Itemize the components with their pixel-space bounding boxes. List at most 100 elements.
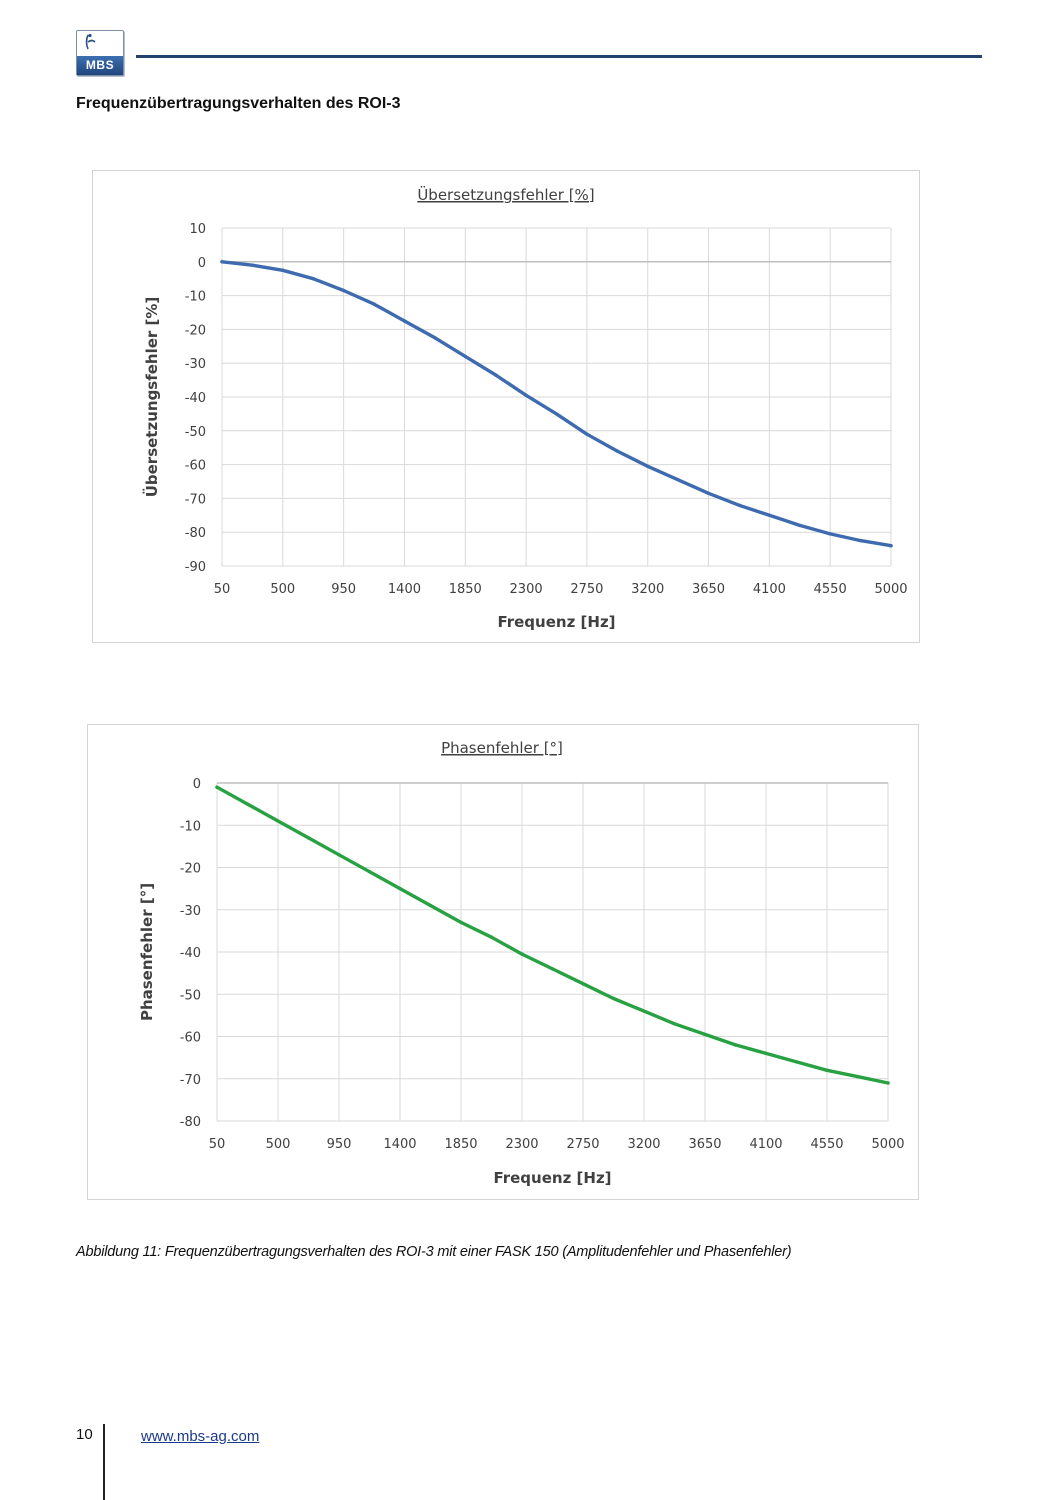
data-point [611, 996, 616, 1001]
data-point [858, 538, 863, 543]
data-point [220, 260, 224, 264]
page-heading: Frequenzübertragungsverhalten des ROI-3 [76, 95, 401, 112]
y-tick-label: 0 [198, 256, 206, 271]
data-point [311, 277, 315, 281]
x-tick-label: 2750 [570, 582, 603, 597]
y-tick-label: -60 [185, 459, 206, 474]
y-tick-label: -20 [185, 323, 206, 338]
x-tick-label: 950 [331, 582, 356, 597]
data-point [245, 802, 250, 806]
x-axis-label: Frequenz [Hz] [493, 1169, 611, 1187]
x-tick-label: 3200 [631, 582, 664, 597]
y-tick-label: -20 [180, 862, 201, 877]
y-tick-label: -90 [185, 560, 206, 575]
y-tick-label: -70 [180, 1073, 201, 1088]
x-tick-label: 950 [327, 1137, 352, 1152]
data-point [215, 785, 219, 789]
y-tick-label: -70 [185, 492, 206, 507]
data-point [889, 544, 893, 548]
y-tick-label: -50 [185, 425, 206, 440]
data-point [642, 1009, 646, 1013]
chart-amplitude-error-svg: Übersetzungsfehler [%] 10 0 -10 -20 -30 -40 -50… [142, 185, 908, 631]
x-tick-label: 1850 [444, 1137, 477, 1152]
page-number: 10 [76, 1426, 93, 1443]
data-point [828, 532, 832, 536]
data-point [306, 836, 311, 840]
chart-title: Phasenfehler [°] [441, 739, 563, 757]
x-tick-label: 3200 [627, 1137, 660, 1152]
website-link[interactable]: www.mbs-ag.com [141, 1428, 260, 1445]
x-tick-label: 5000 [871, 1137, 904, 1152]
data-point [428, 903, 433, 908]
data-point [581, 981, 585, 986]
data-point [550, 967, 555, 971]
data-point [825, 1068, 829, 1072]
data-point [372, 302, 376, 306]
chart-amplitude-error: Übersetzungsfehler [%] 10 0 -10 -20 -30 -40 -50… [92, 170, 920, 643]
data-point [459, 920, 463, 925]
y-tick-label: 0 [193, 777, 201, 792]
series-line [215, 785, 890, 1085]
x-tick-label: 3650 [688, 1137, 721, 1152]
data-point [733, 1043, 738, 1047]
y-tick-label: -60 [180, 1031, 201, 1046]
y-tick-label: -80 [185, 526, 206, 541]
data-point [798, 523, 802, 528]
y-axis-label: Übersetzungsfehler [%] [142, 297, 161, 498]
data-point [615, 449, 620, 453]
x-tick-label: 4100 [749, 1137, 782, 1152]
data-point [703, 1032, 707, 1037]
data-point [341, 288, 346, 293]
data-point [737, 503, 741, 507]
figure-caption: Abbildung 11: Frequenzübertragungsverhal… [76, 1244, 792, 1260]
x-tick-label: 4100 [753, 582, 786, 597]
y-axis-label: Phasenfehler [°] [138, 883, 156, 1021]
series-line [220, 260, 893, 548]
header-rule [136, 55, 982, 58]
data-point [554, 412, 559, 416]
logo-figure-icon [85, 33, 96, 50]
x-tick-label: 1850 [449, 582, 482, 597]
y-tick-label: -10 [185, 290, 206, 305]
logo-text: MBS [77, 56, 123, 75]
data-point [646, 464, 650, 468]
data-point [767, 513, 772, 517]
data-point [337, 853, 341, 857]
data-point [433, 336, 437, 340]
data-point [886, 1081, 890, 1085]
x-tick-label: 5000 [874, 582, 907, 597]
y-tick-label: -10 [180, 819, 201, 834]
footer-divider [103, 1424, 105, 1500]
chart-phase-error: Phasenfehler [°] 0 -10 -20 -30 -40 -50 -60 -70 -8… [87, 724, 919, 1200]
x-tick-label: 2750 [566, 1137, 599, 1152]
x-tick-label: 4550 [810, 1137, 843, 1152]
x-tick-label: 500 [266, 1137, 291, 1152]
data-point [855, 1074, 860, 1079]
chart-phase-error-svg: Phasenfehler [°] 0 -10 -20 -30 -40 -50 -60 -70 -8… [138, 739, 905, 1187]
data-point [463, 354, 467, 359]
data-point [706, 491, 711, 496]
data-point [402, 319, 407, 323]
y-tick-label: -30 [180, 904, 201, 919]
x-tick-label: 1400 [388, 582, 421, 597]
y-tick-label: -30 [185, 357, 206, 372]
x-tick-label: 2300 [505, 1137, 538, 1152]
y-tick-label: -80 [180, 1115, 201, 1130]
x-axis-label: Frequenz [Hz] [497, 613, 615, 631]
data-point [398, 886, 402, 891]
x-tick-label: 50 [214, 582, 231, 597]
data-point [281, 268, 285, 272]
x-tick-label: 2300 [510, 582, 543, 597]
data-point [764, 1051, 768, 1056]
data-point [676, 478, 680, 482]
data-point [367, 870, 372, 874]
x-tick-label: 50 [209, 1137, 226, 1152]
company-logo: MBS [76, 30, 124, 76]
data-point [672, 1022, 677, 1026]
y-tick-label: -40 [180, 946, 201, 961]
data-point [520, 952, 524, 956]
y-tick-label: -50 [180, 988, 201, 1003]
y-tick-label: 10 [189, 222, 206, 237]
data-point [489, 935, 494, 939]
x-tick-label: 1400 [383, 1137, 416, 1152]
